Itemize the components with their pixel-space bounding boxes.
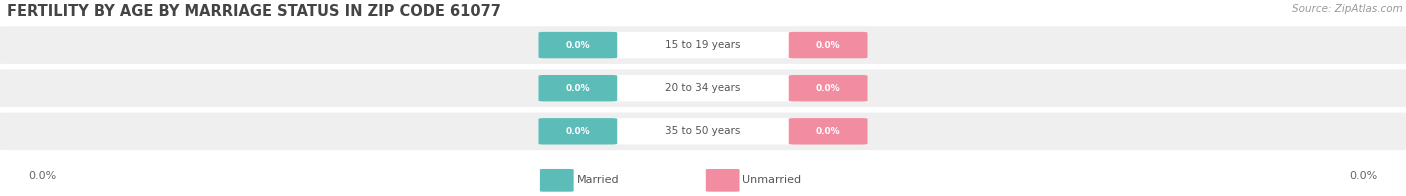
FancyBboxPatch shape	[538, 118, 617, 144]
Text: 35 to 50 years: 35 to 50 years	[665, 126, 741, 136]
FancyBboxPatch shape	[0, 69, 1406, 107]
Text: Source: ZipAtlas.com: Source: ZipAtlas.com	[1292, 4, 1403, 14]
Text: 0.0%: 0.0%	[815, 127, 841, 136]
Text: 0.0%: 0.0%	[815, 84, 841, 93]
FancyBboxPatch shape	[789, 32, 868, 58]
FancyBboxPatch shape	[789, 75, 868, 101]
FancyBboxPatch shape	[540, 169, 574, 192]
Text: 0.0%: 0.0%	[565, 84, 591, 93]
FancyBboxPatch shape	[606, 75, 800, 101]
FancyBboxPatch shape	[538, 32, 617, 58]
FancyBboxPatch shape	[606, 118, 800, 144]
FancyBboxPatch shape	[606, 32, 800, 58]
FancyBboxPatch shape	[538, 75, 617, 101]
FancyBboxPatch shape	[706, 169, 740, 192]
Text: FERTILITY BY AGE BY MARRIAGE STATUS IN ZIP CODE 61077: FERTILITY BY AGE BY MARRIAGE STATUS IN Z…	[7, 4, 501, 19]
Text: 15 to 19 years: 15 to 19 years	[665, 40, 741, 50]
Text: Married: Married	[576, 175, 619, 185]
FancyBboxPatch shape	[0, 26, 1406, 64]
Text: 0.0%: 0.0%	[565, 127, 591, 136]
Text: 0.0%: 0.0%	[1350, 171, 1378, 181]
Text: 20 to 34 years: 20 to 34 years	[665, 83, 741, 93]
Text: 0.0%: 0.0%	[815, 41, 841, 50]
FancyBboxPatch shape	[789, 118, 868, 144]
Text: 0.0%: 0.0%	[28, 171, 56, 181]
Text: Unmarried: Unmarried	[742, 175, 801, 185]
FancyBboxPatch shape	[0, 113, 1406, 150]
Text: 0.0%: 0.0%	[565, 41, 591, 50]
